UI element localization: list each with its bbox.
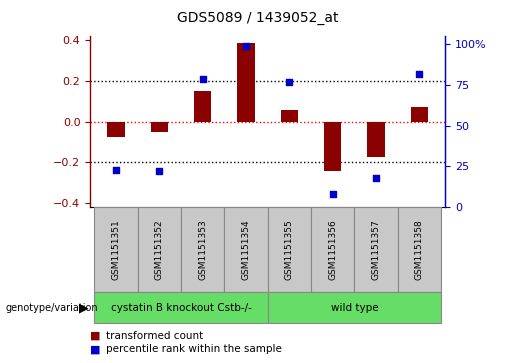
Point xyxy=(112,167,120,172)
Bar xyxy=(354,207,398,292)
Text: ▶: ▶ xyxy=(79,301,89,314)
Bar xyxy=(311,207,354,292)
Bar xyxy=(181,207,225,292)
Bar xyxy=(398,207,441,292)
Text: GSM1151357: GSM1151357 xyxy=(372,219,381,280)
Point xyxy=(329,191,337,197)
Text: percentile rank within the sample: percentile rank within the sample xyxy=(106,344,282,354)
Text: genotype/variation: genotype/variation xyxy=(5,303,98,313)
Bar xyxy=(411,107,428,122)
Point xyxy=(372,175,380,180)
Bar xyxy=(324,122,341,171)
Bar xyxy=(151,122,168,132)
Text: GSM1151352: GSM1151352 xyxy=(155,219,164,280)
Point xyxy=(285,79,294,85)
Text: ■: ■ xyxy=(90,344,100,354)
Bar xyxy=(194,91,212,122)
Bar xyxy=(94,207,138,292)
Point xyxy=(156,168,164,174)
Text: GSM1151358: GSM1151358 xyxy=(415,219,424,280)
Bar xyxy=(138,207,181,292)
Text: GSM1151354: GSM1151354 xyxy=(242,219,251,280)
Text: GSM1151351: GSM1151351 xyxy=(112,219,121,280)
Text: GSM1151355: GSM1151355 xyxy=(285,219,294,280)
Bar xyxy=(268,207,311,292)
Text: transformed count: transformed count xyxy=(106,331,203,341)
Text: GSM1151356: GSM1151356 xyxy=(328,219,337,280)
Text: GDS5089 / 1439052_at: GDS5089 / 1439052_at xyxy=(177,11,338,25)
Point xyxy=(416,71,424,77)
Bar xyxy=(281,110,298,122)
Point xyxy=(199,76,207,81)
Text: GSM1151353: GSM1151353 xyxy=(198,219,208,280)
Bar xyxy=(94,292,268,323)
Bar xyxy=(225,207,268,292)
Text: wild type: wild type xyxy=(331,303,379,313)
Text: ■: ■ xyxy=(90,331,100,341)
Bar xyxy=(268,292,441,323)
Bar xyxy=(237,44,255,122)
Bar xyxy=(108,122,125,137)
Point xyxy=(242,43,250,49)
Bar xyxy=(368,122,385,157)
Text: cystatin B knockout Cstb-/-: cystatin B knockout Cstb-/- xyxy=(111,303,251,313)
